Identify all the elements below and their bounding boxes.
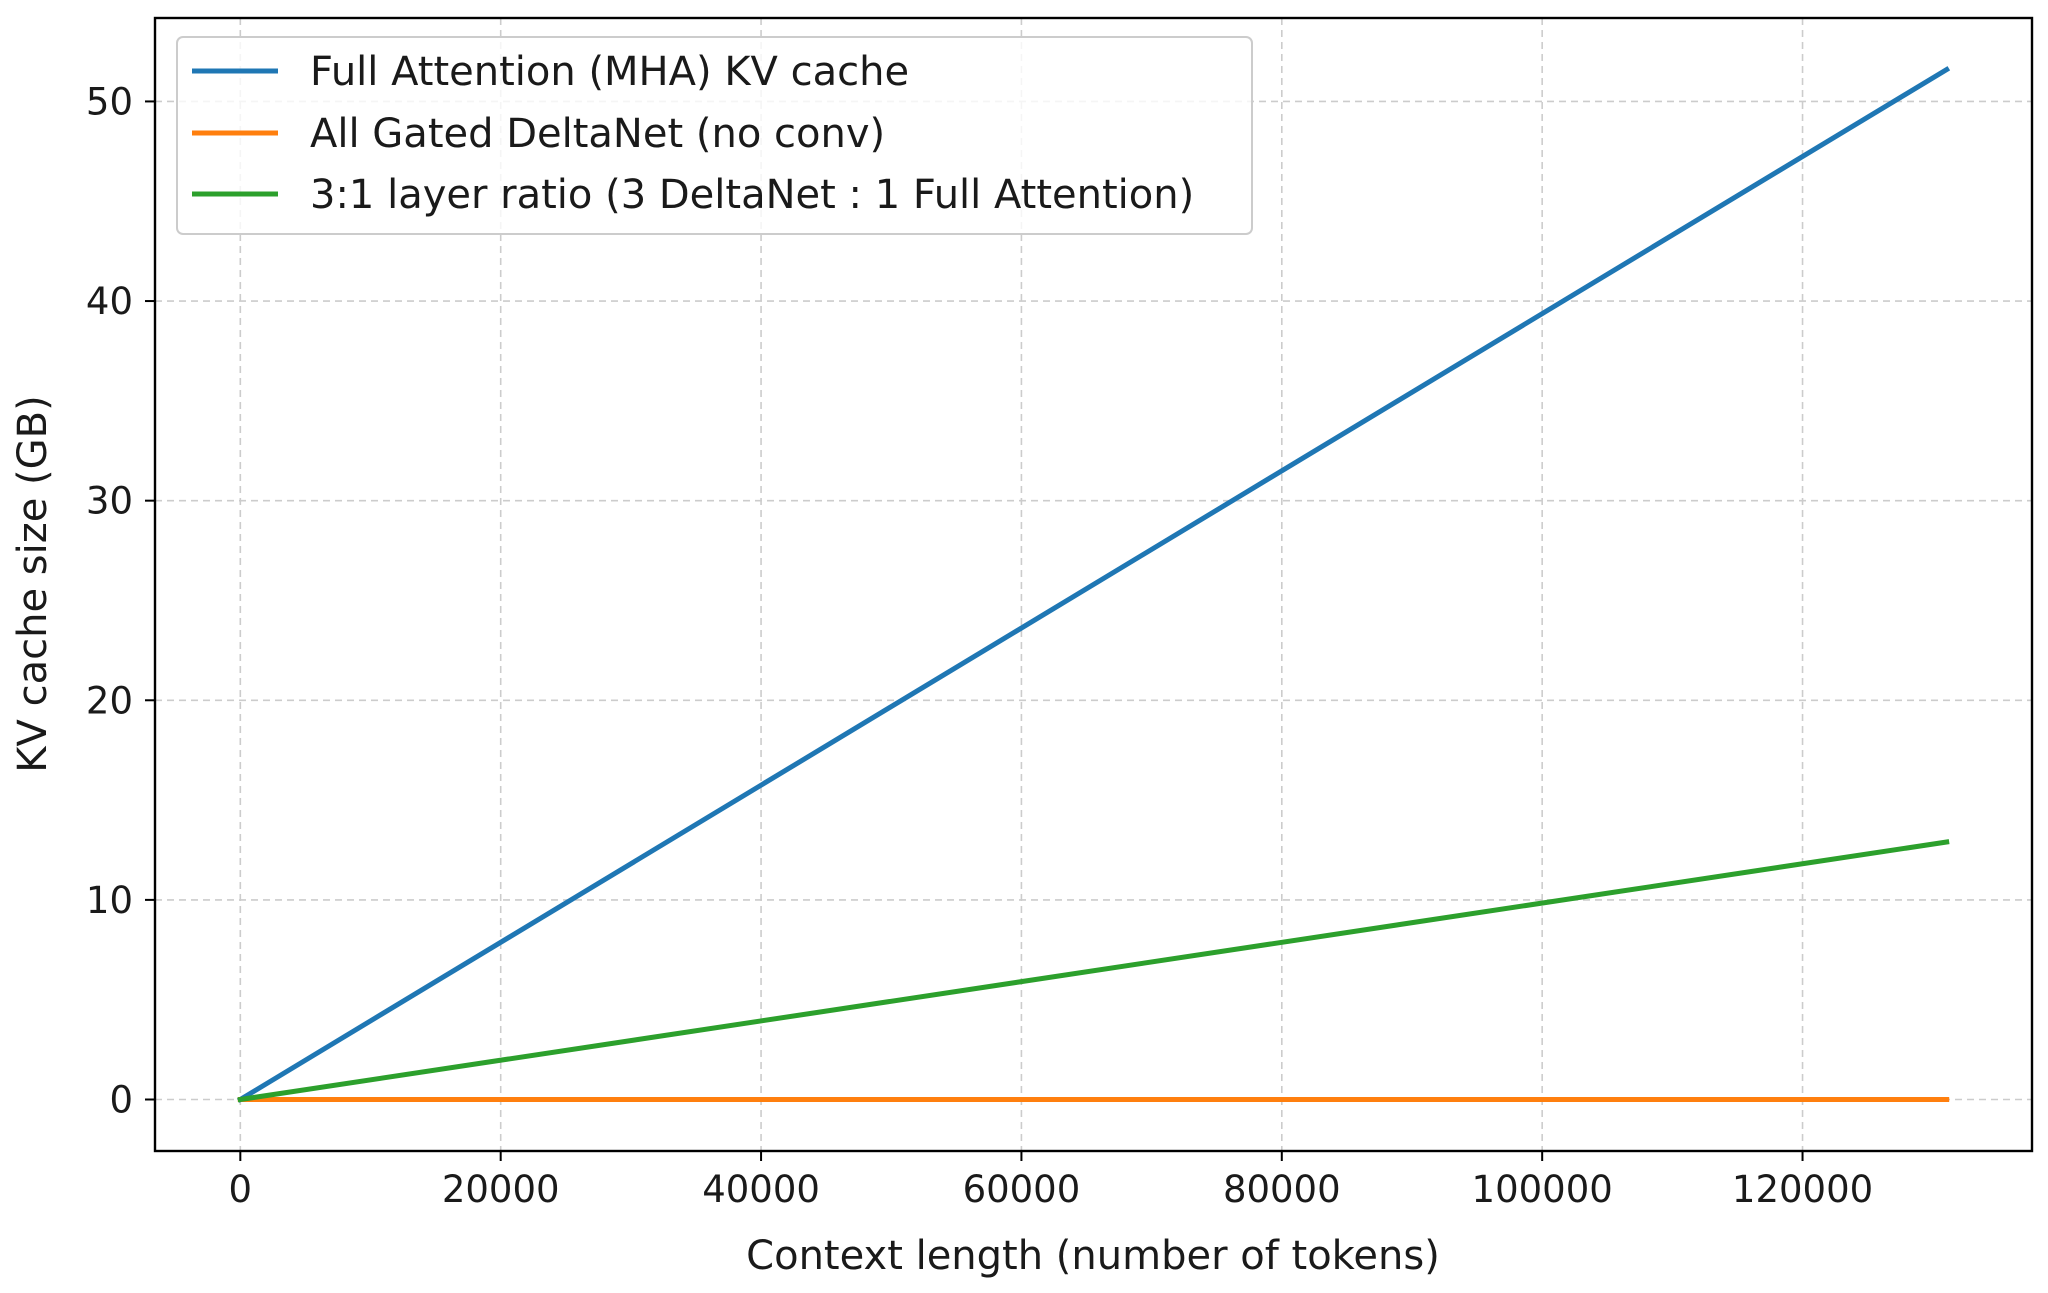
y-tick-label: 20	[86, 679, 133, 722]
y-axis-title: KV cache size (GB)	[10, 395, 56, 772]
legend-label: 3:1 layer ratio (3 DeltaNet : 1 Full Att…	[310, 172, 1194, 218]
y-tick-label: 10	[86, 879, 133, 922]
legend-label: Full Attention (MHA) KV cache	[310, 49, 909, 95]
legend-label: All Gated DeltaNet (no conv)	[310, 111, 885, 157]
x-tick-label: 60000	[963, 1168, 1081, 1211]
axis-ticks: 0 20000 40000 60000 80000 100000 120000 0 10 20 30…	[86, 80, 1873, 1211]
y-tick-label: 50	[86, 80, 133, 123]
x-axis-title: Context length (number of tokens)	[746, 1233, 1440, 1279]
y-tick-label: 30	[86, 480, 133, 523]
series-line	[236, 66, 1951, 1103]
x-tick-label: 40000	[702, 1168, 820, 1211]
plot-area-frame	[153, 16, 2034, 1153]
x-tick-label: 80000	[1223, 1168, 1341, 1211]
x-tick-label: 20000	[442, 1168, 560, 1211]
series-line	[237, 839, 1950, 1103]
x-tick-label: 100000	[1472, 1168, 1613, 1211]
x-tick-label: 120000	[1732, 1168, 1873, 1211]
legend: Full Attention (MHA) KV cache All Gated D…	[176, 36, 1253, 235]
x-tick-label: 0	[229, 1168, 253, 1211]
y-tick-label: 40	[86, 280, 133, 323]
y-tick-label: 0	[109, 1079, 133, 1122]
series-lines	[236, 66, 1951, 1103]
legend-box	[176, 36, 1253, 235]
